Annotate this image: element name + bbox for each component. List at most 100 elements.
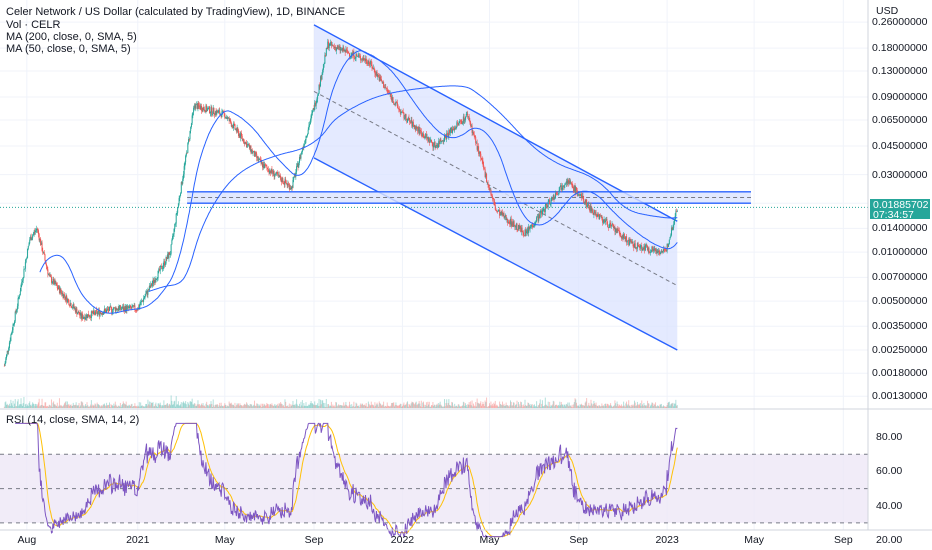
candle-body [16, 309, 18, 312]
price-tick-label: 0.18000000 [872, 42, 928, 55]
candle-body [396, 102, 398, 107]
candle-body [291, 186, 293, 190]
currency-label[interactable]: USD [876, 5, 899, 17]
candle-body [258, 159, 260, 161]
candle-body [414, 125, 416, 128]
volume-bar [566, 404, 568, 408]
volume-bar [661, 406, 663, 408]
candle-body [206, 105, 208, 111]
candle-body [631, 241, 633, 244]
candle-body [71, 307, 73, 309]
volume-bar [373, 406, 375, 408]
candle-body [627, 240, 629, 242]
candle-body [470, 122, 472, 127]
candle-body [12, 324, 14, 331]
candle-body [525, 229, 527, 234]
volume-bar [72, 405, 74, 408]
volume-bar [34, 406, 36, 408]
volume-bar [88, 406, 90, 408]
volume-bar [507, 405, 509, 408]
volume-bar [165, 404, 167, 408]
candle-body [64, 294, 66, 297]
volume-bar [475, 402, 477, 408]
volume-bar [495, 405, 497, 408]
candle-body [147, 289, 149, 295]
candle-body [4, 362, 6, 366]
candle-body [353, 51, 355, 59]
candle-body [53, 280, 55, 285]
candle-body [194, 105, 196, 109]
candle-body [387, 90, 389, 92]
volume-bar [467, 404, 469, 408]
volume-bar [402, 404, 404, 408]
volume-bar [403, 402, 405, 408]
volume-bar [395, 402, 397, 408]
volume-bar [378, 401, 380, 408]
candle-body [40, 242, 42, 245]
candle-body [343, 49, 345, 52]
candle-body [399, 108, 401, 111]
volume-bar [488, 406, 490, 408]
candle-body [505, 215, 507, 220]
volume-bar [60, 404, 62, 408]
candle-body [296, 163, 298, 167]
volume-bar [642, 405, 644, 408]
candle-body [383, 81, 385, 88]
candle-body [322, 64, 324, 70]
volume-bar [602, 405, 604, 408]
candle-body [502, 213, 504, 216]
volume-bar [458, 404, 460, 408]
volume-bar [101, 406, 103, 408]
candle-body [35, 229, 37, 231]
candle-body [663, 249, 665, 252]
volume-bar [644, 405, 646, 408]
volume-bar [528, 403, 530, 408]
volume-bar [20, 398, 22, 408]
volume-legend[interactable]: Vol · CELR [6, 19, 61, 31]
ma50-legend[interactable]: MA (50, close, 0, SMA, 5) [6, 43, 131, 55]
volume-bar [552, 404, 554, 408]
volume-bar [493, 402, 495, 408]
candle-body [495, 209, 497, 211]
volume-bar [453, 406, 455, 408]
volume-bar [109, 407, 111, 408]
candle-body [58, 286, 60, 294]
candle-body [81, 314, 83, 319]
volume-bar [84, 405, 86, 408]
volume-bar [95, 406, 97, 408]
candle-body [84, 316, 86, 320]
volume-bar [29, 401, 31, 408]
candle-body [607, 227, 609, 228]
candle-body [272, 172, 274, 174]
volume-bar [262, 403, 264, 408]
candle-body [60, 288, 62, 292]
candle-body [275, 174, 277, 176]
candle-body [594, 210, 596, 213]
volume-bar [186, 407, 188, 408]
volume-bar [230, 403, 232, 408]
ma200-legend[interactable]: MA (200, close, 0, SMA, 5) [6, 31, 137, 43]
volume-bar [583, 405, 585, 408]
volume-bar [119, 402, 121, 408]
volume-bar [388, 405, 390, 408]
candle-body [270, 168, 272, 174]
candle-body [430, 139, 432, 142]
candle-body [341, 48, 343, 50]
rsi-legend[interactable]: RSI (14, close, SMA, 14, 2) [6, 414, 140, 426]
candle-body [229, 119, 231, 121]
candle-body [631, 240, 633, 244]
candle-body [616, 229, 618, 233]
candle-body [599, 215, 601, 220]
volume-bar [245, 404, 247, 408]
candle-body [67, 298, 69, 301]
volume-bar [30, 406, 32, 408]
candle-body [274, 175, 276, 177]
volume-bar [479, 403, 481, 408]
volume-bar [361, 403, 363, 408]
volume-bar [520, 402, 522, 408]
candle-body [170, 244, 172, 254]
candle-body [23, 269, 25, 278]
volume-bar [46, 406, 48, 408]
candle-body [604, 219, 606, 223]
